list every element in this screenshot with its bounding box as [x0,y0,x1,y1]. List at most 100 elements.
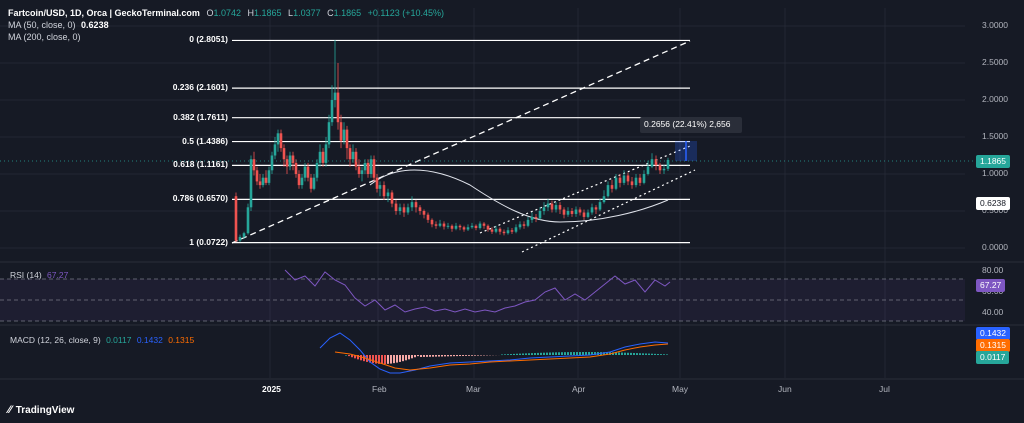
macd-bar [375,355,377,364]
candle-body [297,174,301,186]
time-axis-label: Apr [572,384,586,394]
macd-bar [399,355,401,362]
ohlc-header: Fartcoin/USD, 1D, Orca | GeckoTerminal.c… [8,8,445,18]
last-price-tag: 1.1865 [976,155,1010,168]
macd-tag-1: 0.1432 [976,327,1010,340]
candle-body [570,211,574,214]
candle-body [514,227,518,232]
macd-bar [591,352,593,355]
macd-bar [507,354,509,355]
candle-body [586,212,590,217]
macd-bar [579,352,581,355]
macd-bar [477,355,479,356]
macd-bar [354,355,356,359]
candle-body [666,159,670,169]
macd-bar [534,353,536,355]
candle-body [554,205,558,210]
macd-bar [345,355,347,356]
candle-body [406,207,410,213]
macd-line [319,332,669,374]
candle-body [426,214,430,220]
candle-body [462,227,466,230]
fib-label-3: 0.5 (1.4386) [182,135,228,146]
rsi-axis-40: 40.00 [982,307,1004,317]
ma50-legend[interactable]: MA (50, close, 0) 0.6238 [8,20,109,30]
candle-body [252,159,256,171]
candle-body [342,129,346,141]
candle-body [606,185,610,197]
candle-body [306,166,310,178]
macd-bar [432,355,434,357]
rsi-legend[interactable]: RSI (14) 67.27 [10,270,69,280]
time-axis-label: Feb [372,384,387,394]
candle-body [312,177,316,189]
candle-body [291,155,295,163]
macd-bar [594,352,596,355]
macd-bar [540,352,542,355]
macd-bar [543,352,545,355]
candle-body [234,196,238,241]
time-axis-label: May [672,384,689,394]
macd-bar [516,353,518,355]
candle-body [398,207,402,211]
candle-body [363,162,367,171]
candle-body [402,207,406,213]
candle-body [530,216,534,220]
candle-body [333,92,337,100]
macd-histogram [345,352,668,364]
price-axis-label: 0.0000 [982,242,1008,252]
macd-bar [666,354,668,356]
macd-bar [471,355,473,356]
candle-body [285,159,289,167]
rsi-value-tag: 67.27 [976,279,1006,292]
macd-bar [387,355,389,364]
candle-body [642,174,646,183]
macd-bar [636,353,638,355]
candle-body [542,207,546,211]
candle-body [410,202,414,208]
macd-bar [351,355,353,358]
macd-tag-3: 0.0117 [976,351,1010,364]
candle-body [273,144,277,156]
candle-body [375,177,379,189]
tradingview-logo[interactable]: ⁄⁄ TradingView [8,404,75,416]
macd-bar [660,354,662,355]
macd-legend[interactable]: MACD (12, 26, close, 9) 0.0117 0.1432 0.… [10,335,195,345]
candle-body [494,228,498,232]
macd-bar [654,353,656,355]
channel-lower[interactable] [521,169,696,253]
macd-bar [462,355,464,356]
candle-body [261,177,265,186]
candle-body [618,177,622,183]
candle-body [522,224,526,226]
macd-bar [504,354,506,355]
macd-bar [411,355,413,359]
candle-body [598,202,602,210]
candle-body [351,151,355,160]
candle-body [558,205,562,210]
trend-line-dashed[interactable] [231,40,691,244]
tradingview-icon: ⁄⁄ [8,404,12,416]
macd-bar [444,355,446,357]
candle-body [446,225,450,227]
macd-bar [360,355,362,361]
candle-body [502,231,506,234]
macd-bar [663,354,665,355]
fib-label-4: 0.618 (1.1161) [173,159,228,170]
macd-bar [441,355,443,357]
macd-bar [648,353,650,355]
time-axis-label: Jun [778,384,792,394]
candle-body [309,177,313,189]
price-axis-label: 3.0000 [982,20,1008,30]
candle-body [654,159,658,166]
signal-line [334,343,669,371]
fib-retracement[interactable] [232,39,690,244]
ma200-legend[interactable]: MA (200, close, 0) [8,32,81,42]
macd-bar [414,355,416,358]
symbol-title[interactable]: Fartcoin/USD, 1D, Orca | GeckoTerminal.c… [8,8,200,18]
candle-body [474,225,478,229]
macd-bar [447,355,449,357]
candle-body [506,230,510,234]
macd-bar [519,353,521,355]
